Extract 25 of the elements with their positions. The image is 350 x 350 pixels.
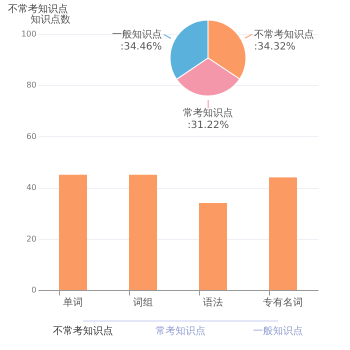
y-tick-label: 20 — [26, 234, 36, 244]
x-tick-label: 词组 — [133, 296, 153, 308]
bar — [59, 174, 87, 290]
text: 一般知识点 — [253, 325, 303, 337]
y-axis-title: 知识点数 — [30, 14, 70, 26]
y-tick-label: 40 — [26, 183, 36, 192]
x-tick-label: 专有名词 — [263, 296, 303, 308]
data-label: :34.32% — [254, 41, 296, 52]
data-label: :34.46% — [120, 42, 162, 53]
y-tick-label: 60 — [26, 132, 36, 141]
chart-title: 不常考知识点 — [8, 3, 68, 15]
x-tick-label: 单词 — [63, 296, 83, 308]
text: 不常考知识点 — [53, 325, 113, 337]
slice-label: 不常考知识点 — [254, 28, 314, 40]
slice-label: 一般知识点 — [112, 28, 162, 41]
bar — [199, 202, 227, 290]
bar — [269, 177, 297, 290]
y-tick-label: 100 — [21, 30, 36, 38]
y-tick-label: 0 — [31, 286, 36, 294]
y-tick-label: 80 — [26, 80, 36, 90]
text: 常考知识点 — [156, 325, 206, 337]
bar — [129, 174, 157, 290]
x-tick-label: 语法 — [203, 296, 223, 308]
data-label: :31.22% — [187, 120, 229, 131]
slice-label: 常考知识点 — [183, 107, 234, 119]
